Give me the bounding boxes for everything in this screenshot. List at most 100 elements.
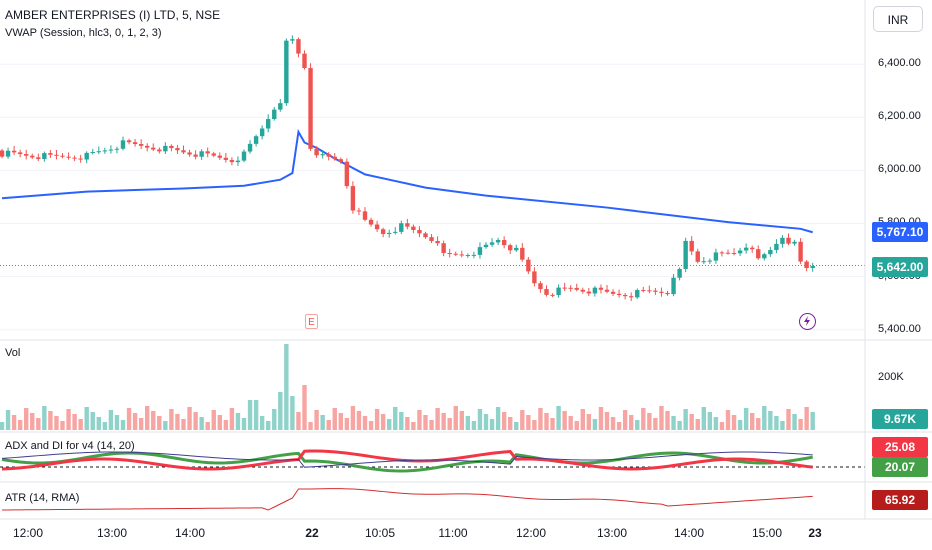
lightning-icon[interactable] [799, 313, 816, 330]
volume-bar [477, 409, 483, 430]
volume-bar [259, 416, 265, 430]
candle-body [707, 260, 713, 262]
volume-bar [768, 411, 773, 430]
volume-bar [393, 407, 398, 430]
volume-bar [145, 406, 150, 430]
candle-body [653, 290, 658, 292]
candle-body [387, 232, 392, 234]
volume-bar [181, 419, 186, 430]
volume-bar [229, 408, 235, 430]
currency-button[interactable]: INR [873, 6, 923, 32]
candle-body [768, 250, 773, 255]
volume-bar [350, 406, 356, 430]
adx-di-minus-badge: 25.08 [872, 437, 928, 457]
candle-body [90, 152, 95, 154]
volume-bar [241, 418, 247, 430]
candle-body [713, 252, 719, 261]
vwap-legend[interactable]: VWAP (Session, hlc3, 0, 1, 2, 3) [5, 27, 162, 39]
candle-body [223, 157, 229, 160]
candle-body [508, 245, 513, 251]
candle-body [30, 155, 35, 158]
candle-body [368, 219, 374, 225]
candle-body [120, 140, 126, 149]
candle-body [320, 154, 325, 156]
candle-body [308, 68, 313, 149]
volume-bar [387, 419, 392, 430]
volume-bar [635, 420, 640, 430]
volume-bar [508, 417, 513, 430]
candle-body [562, 287, 567, 289]
symbol-title[interactable]: AMBER ENTERPRISES (I) LTD, 5, NSE [5, 8, 221, 22]
candle-body [465, 255, 471, 257]
candle-body [447, 253, 452, 255]
candle-body [332, 156, 337, 160]
candle-body [5, 150, 11, 157]
volume-bar [429, 420, 434, 430]
candle-body [326, 154, 331, 157]
candle-body [399, 223, 404, 232]
pane-separators [0, 0, 932, 520]
volume-bar [175, 414, 180, 430]
earnings-marker[interactable]: E [305, 314, 318, 329]
volume-bar [399, 412, 404, 430]
volume-bar [96, 417, 101, 430]
candle-body [471, 254, 477, 256]
candle-body [229, 159, 235, 163]
candle-body [604, 289, 610, 292]
volume-bar [308, 422, 313, 430]
candle-body [157, 149, 162, 152]
candle-body [66, 156, 71, 158]
volume-bar [169, 409, 174, 430]
candle-body [169, 145, 174, 149]
candle-body [151, 147, 156, 150]
candle-body [610, 291, 616, 294]
candle-body [774, 243, 779, 251]
atr-pane-label[interactable]: ATR (14, RMA) [5, 492, 80, 504]
candle-body [665, 292, 670, 295]
time-axis-tick: 13:00 [596, 526, 628, 540]
time-axis-tick: 14:00 [673, 526, 705, 540]
volume-bar [326, 420, 331, 430]
volume-bar [78, 419, 83, 430]
volume-bar [108, 410, 114, 430]
volume-bar [163, 421, 168, 430]
volume-bar [290, 396, 295, 430]
candle-body [659, 291, 664, 293]
adx-pane-label[interactable]: ADX and DI for v4 (14, 20) [5, 440, 135, 452]
candle-body [489, 242, 495, 245]
candle-body [108, 149, 114, 151]
time-axis-tick: 23 [808, 526, 822, 540]
candle-body [756, 249, 761, 259]
volume-bar [235, 413, 241, 430]
time-axis-tick: 15:00 [751, 526, 783, 540]
candle-body [253, 136, 259, 144]
volume-bar [411, 422, 416, 430]
volume-bar [211, 410, 216, 430]
candle-body [689, 240, 694, 252]
volume-bar [266, 421, 271, 430]
volume-bar [405, 417, 410, 430]
candle-body [60, 155, 65, 157]
candle-body [719, 252, 725, 254]
candle-body [743, 247, 749, 251]
candle-body [11, 150, 17, 153]
price-axis-tick: 6,200.00 [878, 110, 921, 123]
candlestick-series [0, 35, 815, 302]
volume-bar [719, 422, 725, 430]
time-axis-tick: 12:00 [12, 526, 44, 540]
candle-body [514, 247, 519, 251]
volume-bar [671, 416, 676, 430]
volume-bar [284, 344, 289, 430]
volume-bar [574, 421, 579, 430]
grid-lines [0, 63, 865, 331]
candle-body [725, 252, 731, 254]
volume-bar [272, 409, 277, 430]
atr-badge: 65.92 [872, 490, 928, 510]
atr-line [1, 488, 813, 511]
volume-pane-label[interactable]: Vol [5, 347, 21, 359]
volume-bar [538, 408, 543, 430]
time-axis-tick: 22 [305, 526, 319, 540]
volume-bar [5, 410, 11, 430]
volume-bar [296, 412, 301, 430]
